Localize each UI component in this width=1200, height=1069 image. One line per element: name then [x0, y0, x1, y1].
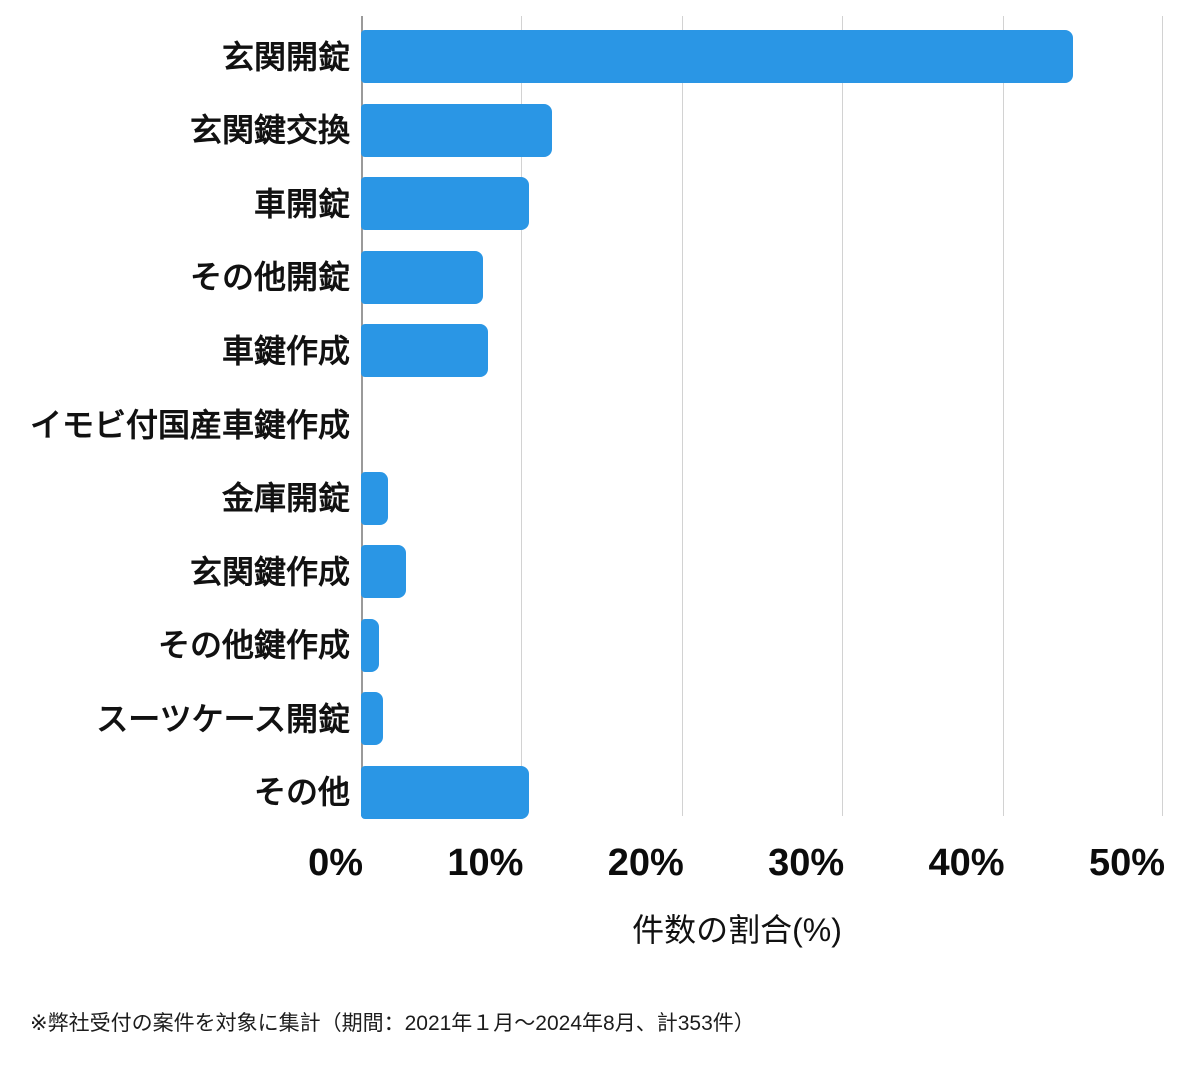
bar-row: 玄関鍵交換: [0, 94, 1163, 168]
category-label: その他開錠: [189, 259, 350, 296]
category-label: 玄関鍵作成: [189, 553, 350, 590]
bar-row: 車鍵作成: [0, 314, 1163, 388]
bar-track: [361, 398, 1163, 451]
bar-row: 金庫開錠: [0, 461, 1163, 535]
bar: [361, 103, 552, 157]
bar-track: [361, 692, 1163, 746]
bars-region: 玄関開錠玄関鍵交換車開錠その他開錠車鍵作成イモビ付国産車鍵作成金庫開錠玄関鍵作成…: [0, 20, 1163, 829]
bar-row: 車開錠: [0, 167, 1163, 241]
bar-track: [361, 545, 1163, 599]
bar: [361, 30, 1074, 84]
bar-track: [361, 103, 1163, 157]
bar: [361, 545, 406, 599]
bar-track: [361, 765, 1163, 819]
bar-row: その他開錠: [0, 241, 1163, 315]
bar-track: [361, 30, 1163, 84]
x-tick-label: 30%: [768, 842, 845, 884]
x-tick-label: 40%: [928, 842, 1005, 884]
bar-track: [361, 324, 1163, 378]
bar-track: [361, 177, 1163, 231]
bar-track: [361, 471, 1163, 525]
category-label: 金庫開錠: [221, 480, 350, 517]
category-label: 車開錠: [253, 185, 350, 222]
gridline: [1162, 16, 1163, 816]
plot-area: [361, 16, 1163, 816]
category-label: その他: [253, 774, 350, 811]
category-label: イモビ付国産車鍵作成: [29, 406, 350, 443]
x-tick-label: 50%: [1088, 842, 1165, 884]
bar: [361, 692, 384, 746]
bar: [361, 177, 530, 231]
gridline: [521, 16, 523, 816]
x-axis: 0% 10% 20% 30% 40% 50%: [308, 842, 1165, 890]
x-axis-label: 件数の割合(%): [632, 912, 842, 948]
x-tick-label: 0%: [308, 842, 363, 884]
category-label: 玄関開錠: [221, 38, 350, 75]
category-label: 玄関鍵交換: [189, 112, 350, 149]
x-tick-label: 10%: [447, 842, 524, 884]
bar: [361, 250, 483, 304]
x-tick-label: 20%: [607, 842, 684, 884]
category-label: 車鍵作成: [221, 332, 350, 369]
bar-row: スーツケース開錠: [0, 682, 1163, 756]
bar-row: その他: [0, 755, 1163, 829]
gridline: [1002, 16, 1004, 816]
y-axis-line: [361, 16, 363, 816]
gridline: [681, 16, 683, 816]
bar-row: 玄関鍵作成: [0, 535, 1163, 609]
bar-track: [361, 618, 1163, 672]
category-label: スーツケース開錠: [96, 700, 350, 737]
category-label: その他鍵作成: [157, 627, 350, 664]
bar: [361, 765, 530, 819]
bar: [361, 471, 389, 525]
bar: [361, 324, 488, 378]
bar-row: 玄関開錠: [0, 20, 1163, 94]
bar-track: [361, 250, 1163, 304]
bar: [361, 618, 379, 672]
bar-row: イモビ付国産車鍵作成: [0, 388, 1163, 462]
bar-row: その他鍵作成: [0, 608, 1163, 682]
gridline: [842, 16, 844, 816]
footnote: ※弊社受付の案件を対象に集計（期間：2021年１月～2024年8月、計353件）: [30, 1012, 755, 1035]
